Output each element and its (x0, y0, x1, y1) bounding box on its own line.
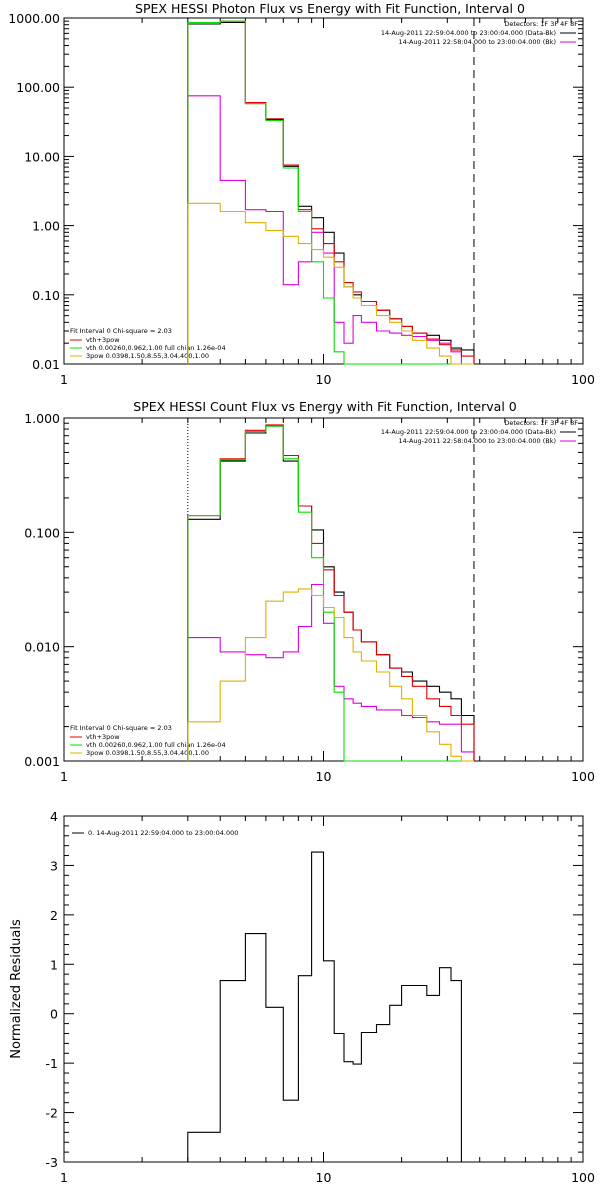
x-tick-label: 100 (571, 372, 595, 387)
x-tick-label: 100 (571, 1170, 595, 1185)
y-tick-label: 1 (50, 957, 58, 972)
y-tick-label: -1 (46, 1056, 58, 1071)
residuals-panel: 0. 14-Aug-2011 22:59:04.000 to 23:00:04.… (9, 809, 595, 1185)
panel2-title: SPEX HESSI Count Flux vs Energy with Fit… (133, 399, 516, 414)
x-tick-label: 10 (316, 1170, 332, 1185)
y-tick-label: 3 (50, 858, 58, 873)
panel1-plot-frame (63, 17, 584, 365)
y-tick-label: -2 (46, 1106, 58, 1121)
series-bk (187, 583, 475, 761)
series-0-14-aug-2011-22-59-04-000-to-23-00-04-000 (187, 851, 474, 1163)
panel3-y-axis-label: Normalized Residuals (9, 919, 24, 1059)
y-tick-label: 1.00 (32, 219, 60, 234)
y-tick-label: 0 (50, 1007, 58, 1022)
panel1-fit-total-label: vth+3pow (86, 336, 120, 344)
series-3pow (187, 588, 474, 762)
panel2-fit-label: Fit Interval 0 Chi-square = 2.03 (70, 724, 172, 732)
panel2-fit-3pow-label: 3pow 0.0398,1.50,8.55,3.04,400,1.00 (86, 749, 209, 757)
y-tick-label: 1000.00 (8, 11, 60, 26)
series-vth (187, 20, 474, 365)
series-data-bk (187, 425, 475, 761)
x-tick-label: 10 (316, 372, 332, 387)
x-tick-label: 1 (60, 1170, 68, 1185)
y-tick-label: 0.010 (24, 640, 60, 655)
x-tick-label: 1 (60, 769, 68, 784)
panel2-legend-detectors: Detectors: 1F 3F 4F 8F (504, 419, 578, 427)
y-tick-label: 2 (50, 908, 58, 923)
count-flux-panel: SPEX HESSI Count Flux vs Energy with Fit… (24, 399, 595, 784)
x-tick-label: 100 (571, 769, 595, 784)
series-vth-3pow (187, 20, 475, 364)
y-tick-label: 1.000 (24, 411, 60, 426)
y-tick-label: 0.01 (32, 357, 60, 372)
series-data-bk (187, 21, 475, 364)
y-tick-label: 10.00 (24, 149, 60, 164)
series-bk (187, 95, 474, 365)
series-vth (187, 425, 474, 762)
panel2-legend-bk: 14-Aug-2011 22:58:04.000 to 23:00:04.000… (399, 437, 556, 445)
y-tick-label: -3 (46, 1155, 58, 1170)
series-3pow (187, 202, 474, 365)
panel1-legend-bk: 14-Aug-2011 22:58:04.000 to 23:00:04.000… (399, 38, 556, 46)
x-tick-label: 10 (316, 769, 332, 784)
panel1-fit-label: Fit Interval 0 Chi-square = 2.03 (70, 327, 172, 335)
series-vth-3pow (187, 424, 475, 761)
panel2-fit-total-label: vth+3pow (86, 733, 120, 741)
y-tick-label: 0.10 (32, 288, 60, 303)
panel2-legend-data: 14-Aug-2011 22:59:04.000 to 23:00:04.000… (381, 428, 556, 436)
panel3-legend-label: 0. 14-Aug-2011 22:59:04.000 to 23:00:04.… (88, 829, 238, 837)
panel1-title: SPEX HESSI Photon Flux vs Energy with Fi… (135, 1, 525, 16)
panel1-fit-vth-label: vth 0.00260,0.962,1.00 full chian 1.26e-… (86, 344, 226, 352)
y-tick-label: 100.00 (16, 80, 60, 95)
y-tick-label: 0.100 (24, 525, 60, 540)
panel1-legend-data: 14-Aug-2011 22:59:04.000 to 23:00:04.000… (381, 29, 556, 37)
x-tick-label: 1 (60, 372, 68, 387)
panel1-fit-3pow-label: 3pow 0.0398,1.50,8.55,3.04,400,1.00 (86, 352, 209, 360)
panel1-legend-detectors: Detectors: 1F 3F 4F 8F (504, 20, 578, 28)
panel2-fit-vth-label: vth 0.00260,0.962,1.00 full chian 1.26e-… (86, 741, 226, 749)
photon-flux-panel: SPEX HESSI Photon Flux vs Energy with Fi… (8, 1, 595, 387)
y-tick-label: 0.001 (24, 754, 60, 769)
y-tick-label: 4 (50, 809, 58, 824)
